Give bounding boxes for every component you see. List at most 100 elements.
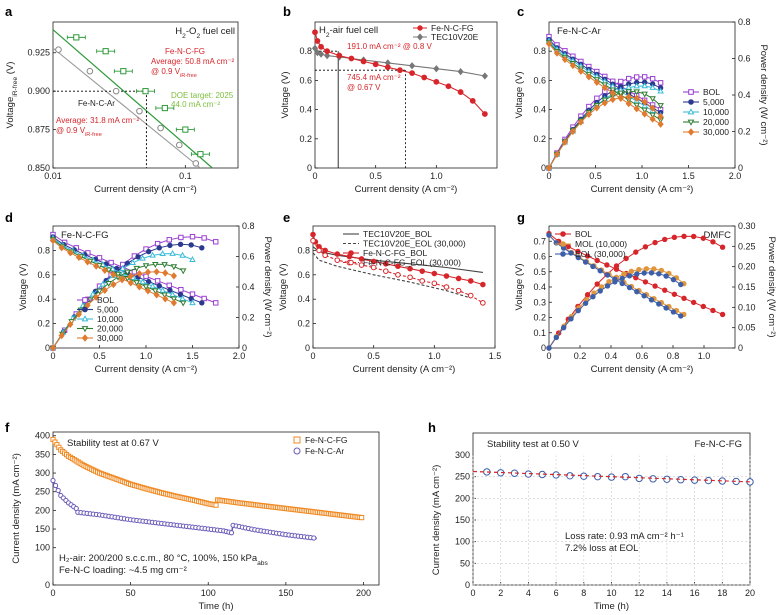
panel-d: d0 0.5 1.0 1.5 2.000.20.40.60.800.20.40.60.8… <box>5 210 273 375</box>
voltage-point <box>154 278 161 284</box>
x-tick-label: 2 <box>498 588 503 598</box>
x-tick-label: 1.0 <box>636 171 649 181</box>
power-point <box>189 233 196 240</box>
voltage-point <box>593 78 600 86</box>
data-point <box>419 278 426 284</box>
power-point <box>663 273 669 279</box>
voltage-point <box>633 105 640 113</box>
data-point <box>52 482 59 489</box>
data-point <box>457 89 464 95</box>
power-point <box>99 280 107 287</box>
legend-marker <box>81 334 89 342</box>
x-tick-label: 0 <box>546 171 551 181</box>
legend-marker <box>81 315 89 322</box>
data-point <box>358 256 365 262</box>
annotation-doe-value: 44.0 mA cm⁻² <box>171 100 220 109</box>
voltage-point <box>604 272 611 278</box>
x-tick-label: 0 <box>312 171 317 181</box>
power-point <box>585 110 592 118</box>
legend-marker <box>348 250 354 256</box>
data-point <box>469 97 476 104</box>
power-point <box>127 272 134 280</box>
power-point <box>145 248 152 255</box>
power-point <box>582 300 589 306</box>
voltage-point <box>142 284 150 291</box>
y-tick-label: 0 <box>45 343 50 353</box>
y-tick-label: 250 <box>455 472 470 482</box>
voltage-point <box>545 40 553 48</box>
panel-c: c0 0.5 1.0 1.5 2.000.20.40.60.800.20.40.60.8… <box>514 4 769 195</box>
power-point <box>651 266 657 272</box>
x-tick-label: 0 <box>546 351 551 361</box>
power-point <box>133 265 140 272</box>
legend-label: Fe-N-C-FG_BOL <box>363 248 428 258</box>
voltage-point <box>170 299 177 307</box>
power-point <box>671 234 678 241</box>
power-point <box>545 164 553 172</box>
legend-label: 10,000 <box>97 314 123 324</box>
voltage-point <box>662 287 668 293</box>
x-tick-label: 0.2 <box>574 351 587 361</box>
x-tick-label: 100 <box>201 588 216 598</box>
power-point <box>626 75 632 82</box>
y-tick-label: 0.2 <box>533 313 546 323</box>
y2-tick-label: 0.2 <box>242 313 255 323</box>
legend-marker <box>688 89 694 95</box>
legend-marker <box>82 297 88 303</box>
voltage-point <box>634 288 640 295</box>
voltage-point <box>133 280 140 287</box>
x-tick-label: 50 <box>126 588 136 598</box>
x-tick-label: 6 <box>554 588 559 598</box>
voltage-point <box>681 295 687 302</box>
power-point <box>179 268 187 275</box>
power-point <box>129 259 136 266</box>
voltage-point <box>569 61 576 70</box>
power-point <box>652 239 658 246</box>
power-point <box>604 283 611 289</box>
annotation-top: 191.0 mA cm⁻² @ 0.8 V <box>347 42 432 51</box>
x-tick-label: 0.8 <box>667 351 680 361</box>
power-point <box>597 288 603 294</box>
y-tick-label: 0 <box>541 343 546 353</box>
legend-label: EOL (30,000) <box>575 249 626 259</box>
power-point <box>136 269 143 278</box>
annotation-loading: Fe-N-C loading: ~4.5 mg cm⁻² <box>59 565 187 576</box>
voltage-point <box>179 300 187 307</box>
x-tick-label: 1.5 <box>682 171 695 181</box>
voltage-point <box>108 259 114 266</box>
power-point <box>678 281 684 288</box>
annotation-fg-avg: Average: 50.8 mA cm⁻² <box>151 57 235 66</box>
y2-tick-label: 0.6 <box>738 54 751 64</box>
series-line-fe-n-c-fg-eol-30-000- <box>312 240 484 304</box>
y-tick-label: 0.4 <box>533 282 546 292</box>
voltage-point <box>84 258 91 266</box>
x-tick-label: 0.5 <box>367 351 380 361</box>
power-point <box>594 281 600 287</box>
x-tick-label: 1.0 <box>428 351 441 361</box>
x-tick-label: 1.0 <box>430 171 443 181</box>
power-point <box>641 82 648 89</box>
data-point <box>395 263 401 270</box>
y2-tick-label: 0.2 <box>738 127 751 137</box>
power-point <box>561 138 569 146</box>
data-point <box>421 74 428 81</box>
power-point <box>681 233 687 239</box>
annotation-ar-avg: Average: 31.8 mA cm⁻² <box>56 116 140 125</box>
x-tick-label: 1.0 <box>698 351 711 361</box>
data-point <box>157 124 164 132</box>
data-point <box>334 251 341 257</box>
legend-marker <box>348 259 354 266</box>
power-point <box>633 94 640 102</box>
data-point <box>481 111 488 117</box>
voltage-point <box>597 268 603 274</box>
data-point <box>457 68 464 76</box>
voltage-point <box>149 282 156 289</box>
annotation-fg-name: Fe-N-C-FG <box>165 47 205 56</box>
voltage-point <box>641 293 647 299</box>
power-point <box>690 233 697 240</box>
voltage-point <box>162 295 169 303</box>
panel-h: h0 2 4 6 8 10 12 14 16 18 20050100150200250300Time… <box>428 420 755 612</box>
voltage-point <box>136 283 143 291</box>
annotation-ar-at: @ 0.9 ViR-free <box>56 126 102 138</box>
legend-label: BOL <box>703 87 720 97</box>
